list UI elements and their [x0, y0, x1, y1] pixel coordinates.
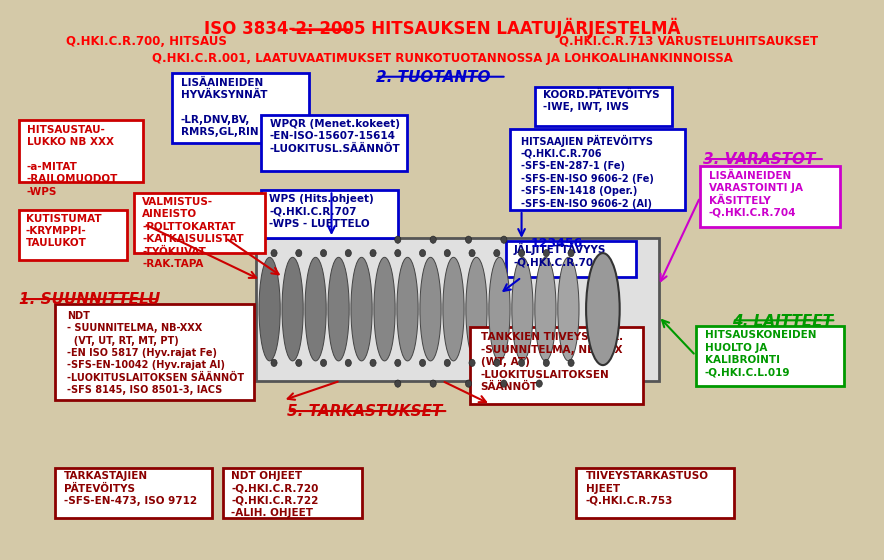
FancyBboxPatch shape [55, 468, 212, 518]
Ellipse shape [328, 258, 349, 361]
FancyBboxPatch shape [134, 193, 265, 253]
Ellipse shape [493, 360, 500, 367]
Ellipse shape [321, 250, 327, 256]
Text: 123456: 123456 [530, 237, 583, 250]
Ellipse shape [420, 258, 441, 361]
Ellipse shape [395, 250, 401, 256]
FancyBboxPatch shape [506, 241, 636, 277]
Ellipse shape [259, 258, 280, 361]
Ellipse shape [445, 250, 451, 256]
Ellipse shape [469, 360, 476, 367]
Ellipse shape [518, 250, 525, 256]
Text: TIIVEYSTARKASTUSO
HJEET
-Q.HKI.C.R.753: TIIVEYSTARKASTUSO HJEET -Q.HKI.C.R.753 [586, 471, 709, 506]
FancyBboxPatch shape [576, 468, 734, 518]
Text: 2. TUOTANTO: 2. TUOTANTO [376, 70, 491, 85]
Ellipse shape [351, 258, 372, 361]
Ellipse shape [370, 250, 377, 256]
FancyBboxPatch shape [510, 129, 685, 210]
Ellipse shape [543, 360, 550, 367]
Ellipse shape [397, 258, 418, 361]
Text: HITSAUSKONEIDEN
HUOLTO JA
KALIBROINTI
-Q.HKI.C.L.019: HITSAUSKONEIDEN HUOLTO JA KALIBROINTI -Q… [705, 330, 816, 377]
FancyBboxPatch shape [696, 326, 844, 386]
Text: KOORD.PÄTEVÖITYS
-IWE, IWT, IWS: KOORD.PÄTEVÖITYS -IWE, IWT, IWS [543, 90, 659, 112]
Text: Q.HKI.C.R.001, LAATUVAATIMUKSET RUNKOTUOTANNOSSA JA LOHKOALIHANKINNOISSA: Q.HKI.C.R.001, LAATUVAATIMUKSET RUNKOTUO… [151, 52, 733, 64]
Ellipse shape [466, 380, 472, 388]
Ellipse shape [443, 258, 464, 361]
Ellipse shape [430, 236, 437, 243]
Ellipse shape [430, 380, 437, 388]
Ellipse shape [535, 258, 556, 361]
Ellipse shape [568, 250, 575, 256]
Text: Q.HKI.C.R.700, HITSAUS: Q.HKI.C.R.700, HITSAUS [66, 35, 227, 48]
Text: KUTISTUMAT
-KRYMPPI-
TAULUKOT: KUTISTUMAT -KRYMPPI- TAULUKOT [26, 213, 102, 248]
Text: TANKKIEN TIIVEYSTARK.
-SUUNNITELMA, NB-XXX
(WT, AT)
-LUOKITUSLAITOKSEN
SÄÄNNÖT: TANKKIEN TIIVEYSTARK. -SUUNNITELMA, NB-X… [481, 333, 622, 392]
Text: WPS (Hits.ohjeet)
-Q.HKI.C.R.707
-WPS - LUETTELO: WPS (Hits.ohjeet) -Q.HKI.C.R.707 -WPS - … [269, 194, 374, 228]
Text: 4. LAITTEET: 4. LAITTEET [732, 314, 833, 329]
FancyBboxPatch shape [535, 87, 672, 126]
Ellipse shape [296, 360, 302, 367]
FancyBboxPatch shape [19, 210, 127, 260]
Ellipse shape [370, 360, 377, 367]
Ellipse shape [420, 360, 426, 367]
Ellipse shape [489, 258, 510, 361]
Ellipse shape [395, 380, 401, 388]
Ellipse shape [558, 258, 579, 361]
Text: WPQR (Menet.kokeet)
-EN-ISO-15607-15614
-LUOKITUSL.SÄÄNNÖT: WPQR (Menet.kokeet) -EN-ISO-15607-15614 … [270, 119, 400, 153]
FancyBboxPatch shape [261, 190, 398, 238]
Text: NDT OHJEET
-Q.HKI.C.R.720
-Q.HKI.C.R.722
-ALIH. OHJEET: NDT OHJEET -Q.HKI.C.R.720 -Q.HKI.C.R.722… [231, 471, 318, 519]
Ellipse shape [512, 258, 533, 361]
Text: JÄLJITETTÄVYYS
-Q.HKI.C.R.709: JÄLJITETTÄVYYS -Q.HKI.C.R.709 [514, 244, 606, 268]
Ellipse shape [271, 250, 278, 256]
Text: HITSAAJIEN PÄTEVÖITYS
-Q.HKI.C.R.706
-SFS-EN-287-1 (Fe)
-SFS-EN-ISO 9606-2 (Fe)
: HITSAAJIEN PÄTEVÖITYS -Q.HKI.C.R.706 -SF… [521, 134, 653, 208]
Ellipse shape [395, 236, 401, 243]
Ellipse shape [501, 236, 507, 243]
Ellipse shape [395, 360, 401, 367]
Ellipse shape [420, 250, 426, 256]
FancyBboxPatch shape [261, 115, 407, 171]
Ellipse shape [493, 250, 500, 256]
Text: NDT
- SUUNNITELMA, NB-XXX
  (VT, UT, RT, MT, PT)
-EN ISO 5817 (Hyv.rajat Fe)
-SF: NDT - SUUNNITELMA, NB-XXX (VT, UT, RT, M… [67, 311, 244, 395]
Text: 1. SUUNNITTELU: 1. SUUNNITTELU [19, 292, 161, 307]
FancyBboxPatch shape [172, 73, 309, 143]
Ellipse shape [345, 360, 352, 367]
FancyBboxPatch shape [700, 166, 840, 227]
FancyBboxPatch shape [55, 304, 254, 400]
Ellipse shape [282, 258, 303, 361]
Ellipse shape [586, 253, 620, 365]
Text: 3. VARASTOT: 3. VARASTOT [703, 152, 815, 167]
FancyBboxPatch shape [470, 327, 643, 404]
FancyBboxPatch shape [256, 238, 659, 381]
Ellipse shape [536, 380, 543, 388]
Text: Q.HKI.C.R.713 VARUSTELUHITSAUKSET: Q.HKI.C.R.713 VARUSTELUHITSAUKSET [559, 35, 818, 48]
Ellipse shape [374, 258, 395, 361]
Ellipse shape [305, 258, 326, 361]
Ellipse shape [271, 360, 278, 367]
Ellipse shape [466, 258, 487, 361]
Text: VALMISTUS-
AINEISTO
-POLTTOKARTAT
-KATKAISULISTAT
-TYÖKUVAT
-RAK.TAPA: VALMISTUS- AINEISTO -POLTTOKARTAT -KATKA… [142, 197, 244, 269]
FancyBboxPatch shape [223, 468, 362, 518]
Text: HITSAUSTAU-
LUKKO NB XXX

-a-MITAT
-RAILOMUODOT
-WPS: HITSAUSTAU- LUKKO NB XXX -a-MITAT -RAILO… [27, 125, 118, 197]
Ellipse shape [501, 380, 507, 388]
Ellipse shape [345, 250, 352, 256]
Text: 5. TARKASTUKSET: 5. TARKASTUKSET [287, 404, 443, 419]
Ellipse shape [518, 360, 525, 367]
Ellipse shape [321, 360, 327, 367]
Ellipse shape [543, 250, 550, 256]
Text: LISÄAINEIDEN
VARASTOINTI JA
KÄSITTELY
-Q.HKI.C.R.704: LISÄAINEIDEN VARASTOINTI JA KÄSITTELY -Q… [708, 171, 803, 218]
Text: TARKASTAJIEN
PÄTEVÖITYS
-SFS-EN-473, ISO 9712: TARKASTAJIEN PÄTEVÖITYS -SFS-EN-473, ISO… [65, 471, 197, 506]
Text: ISO 3834-2: 2005 HITSAUKSEN LAATUJÄRJESTELMÄ: ISO 3834-2: 2005 HITSAUKSEN LAATUJÄRJEST… [204, 18, 680, 38]
Text: LISÄAINEIDEN
HYVÄKSYNNÄT

-LR,DNV,BV,
RMRS,GL,RIN: LISÄAINEIDEN HYVÄKSYNNÄT -LR,DNV,BV, RMR… [180, 78, 267, 137]
Ellipse shape [466, 236, 472, 243]
FancyBboxPatch shape [19, 120, 143, 182]
Ellipse shape [296, 250, 302, 256]
Ellipse shape [568, 360, 575, 367]
Ellipse shape [445, 360, 451, 367]
Ellipse shape [469, 250, 476, 256]
